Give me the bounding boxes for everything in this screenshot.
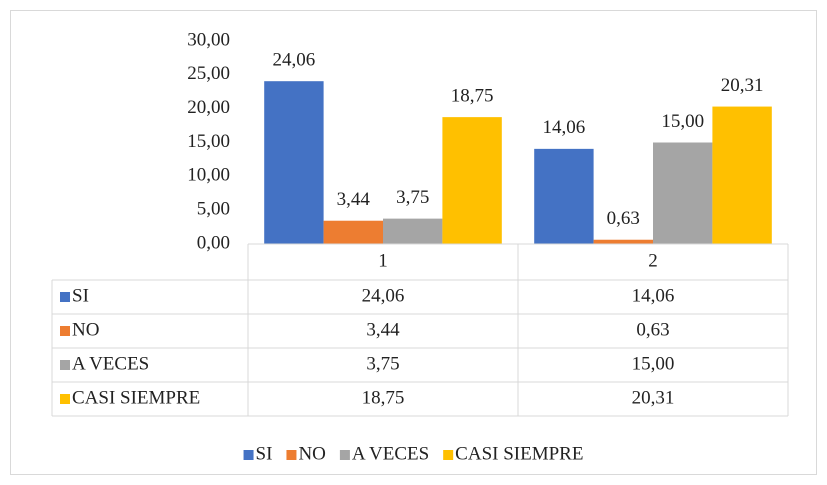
bar (323, 220, 383, 244)
table-cell: 0,63 (636, 319, 669, 340)
table-row-label: A VECES (72, 353, 149, 374)
table-cell: 20,31 (632, 387, 675, 408)
legend-label: A VECES (352, 443, 429, 464)
y-tick-label: 0,00 (197, 232, 230, 253)
table-cell: 15,00 (632, 353, 675, 374)
data-label: 0,63 (607, 208, 640, 229)
y-tick-label: 15,00 (187, 131, 230, 152)
y-tick-label: 20,00 (187, 97, 230, 118)
table-row-label: CASI SIEMPRE (72, 387, 200, 408)
y-tick-label: 10,00 (187, 165, 230, 186)
data-label: 24,06 (273, 50, 316, 71)
y-tick-label: 30,00 (187, 29, 230, 50)
table-legend-key (60, 292, 70, 302)
legend-key (243, 450, 254, 460)
bar (593, 239, 653, 244)
legend-key (443, 450, 454, 460)
table-legend-key (60, 360, 70, 370)
data-label: 15,00 (661, 111, 704, 132)
bar (383, 218, 443, 244)
table-cell: 3,75 (366, 353, 399, 374)
bar (712, 106, 772, 244)
table-cell: 3,44 (366, 319, 400, 340)
legend-label: CASI SIEMPRE (455, 443, 583, 464)
bar (442, 117, 502, 244)
data-label: 14,06 (543, 117, 586, 138)
data-label: 3,44 (337, 189, 371, 210)
table-cell: 14,06 (632, 285, 675, 306)
bar (534, 148, 594, 244)
x-tick-label: 2 (648, 250, 658, 271)
y-tick-label: 25,00 (187, 63, 230, 84)
y-tick-label: 5,00 (197, 199, 230, 220)
legend-key (339, 450, 350, 460)
data-label: 3,75 (396, 187, 429, 208)
table-legend-key (60, 326, 70, 336)
data-label: 20,31 (721, 75, 764, 96)
table-legend-key (60, 394, 70, 404)
data-label: 18,75 (451, 85, 494, 106)
table-row-label: NO (72, 319, 99, 340)
table-cell: 18,75 (362, 387, 405, 408)
x-tick-label: 1 (378, 250, 388, 271)
bar (653, 142, 713, 244)
table-row-label: SI (72, 285, 89, 306)
legend-key (286, 450, 297, 460)
legend-label: SI (256, 443, 273, 464)
table-cell: 24,06 (362, 285, 405, 306)
bar (264, 81, 324, 244)
legend-label: NO (298, 443, 325, 464)
